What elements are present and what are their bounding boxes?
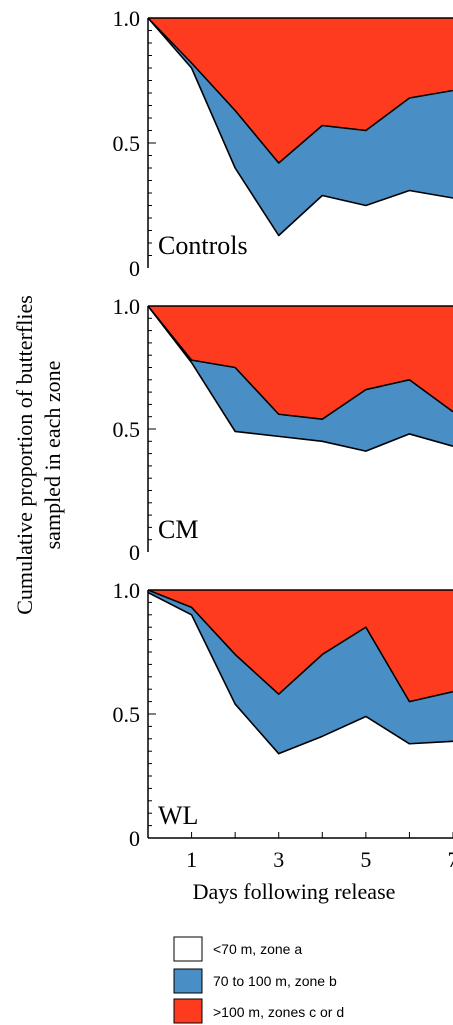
- line-zone-b-boundary-wl: [147, 591, 453, 755]
- legend-item-zone-a: <70 m, zone a: [173, 936, 302, 962]
- legend-label-zone-a: <70 m, zone a: [213, 941, 302, 957]
- y-axis-label-line2: sampled in each zone: [40, 361, 65, 550]
- x-tick-label: 3: [273, 847, 284, 872]
- x-tick-label: 7: [448, 847, 453, 872]
- area-zones-c-d-wl: [148, 590, 453, 702]
- legend-item-zones-c-d: >100 m, zones c or d: [173, 998, 344, 1024]
- legend-label-zones-c-d: >100 m, zones c or d: [213, 1004, 344, 1020]
- panels: 0 0.5 1.0 Controls 0 0.5 1.0 CM 0 0.5 1.0 WL 1 3 5 7: [113, 6, 453, 872]
- panel-cm: 0 0.5 1.0 CM: [113, 294, 453, 565]
- area-zones-c-d-cm: [148, 306, 453, 420]
- legend-item-zone-b: 70 to 100 m, zone b: [173, 968, 337, 994]
- line-zone-a-boundary-controls: [147, 17, 453, 164]
- area-zone-b-cm: [148, 306, 453, 452]
- legend-swatch-zone-a: [173, 936, 203, 962]
- x-axis-title: Days following release: [193, 879, 396, 904]
- x-tick-label: 5: [360, 847, 371, 872]
- line-zone-a-boundary-cm: [147, 305, 453, 420]
- legend-swatch-zone-b: [173, 968, 203, 994]
- panel-wl: 0 0.5 1.0 WL 1 3 5 7: [113, 578, 453, 872]
- y-tick-label-cm: 0.5: [113, 417, 141, 442]
- legend: <70 m, zone a 70 to 100 m, zone b >100 m…: [173, 936, 344, 1024]
- line-zone-b-boundary-controls: [147, 17, 453, 237]
- y-tick-label-cm: 0: [129, 540, 140, 565]
- panel-controls: 0 0.5 1.0 Controls: [113, 6, 453, 281]
- y-tick-label-controls: 1.0: [113, 6, 141, 31]
- y-axis-label-line1: Cumulative proportion of butterflies: [12, 295, 37, 615]
- panel-label-cm: CM: [158, 515, 198, 544]
- legend-swatch-zones-c-d: [173, 998, 203, 1024]
- y-tick-label-wl: 1.0: [113, 578, 141, 603]
- line-zone-b-boundary-cm: [147, 305, 453, 452]
- panel-label-controls: Controls: [158, 231, 248, 260]
- legend-label-zone-b: 70 to 100 m, zone b: [213, 973, 337, 989]
- y-tick-label-wl: 0: [129, 826, 140, 851]
- y-tick-label-wl: 0.5: [113, 702, 141, 727]
- line-zone-a-boundary-wl: [147, 589, 453, 703]
- area-zone-b-controls: [148, 18, 453, 236]
- y-tick-label-controls: 0.5: [113, 131, 141, 156]
- area-zone-b-wl: [148, 590, 453, 754]
- panel-label-wl: WL: [158, 801, 198, 830]
- area-zones-c-d-controls: [148, 18, 453, 163]
- y-tick-label-controls: 0: [129, 256, 140, 281]
- x-tick-label: 1: [186, 847, 197, 872]
- y-tick-label-cm: 1.0: [113, 294, 141, 319]
